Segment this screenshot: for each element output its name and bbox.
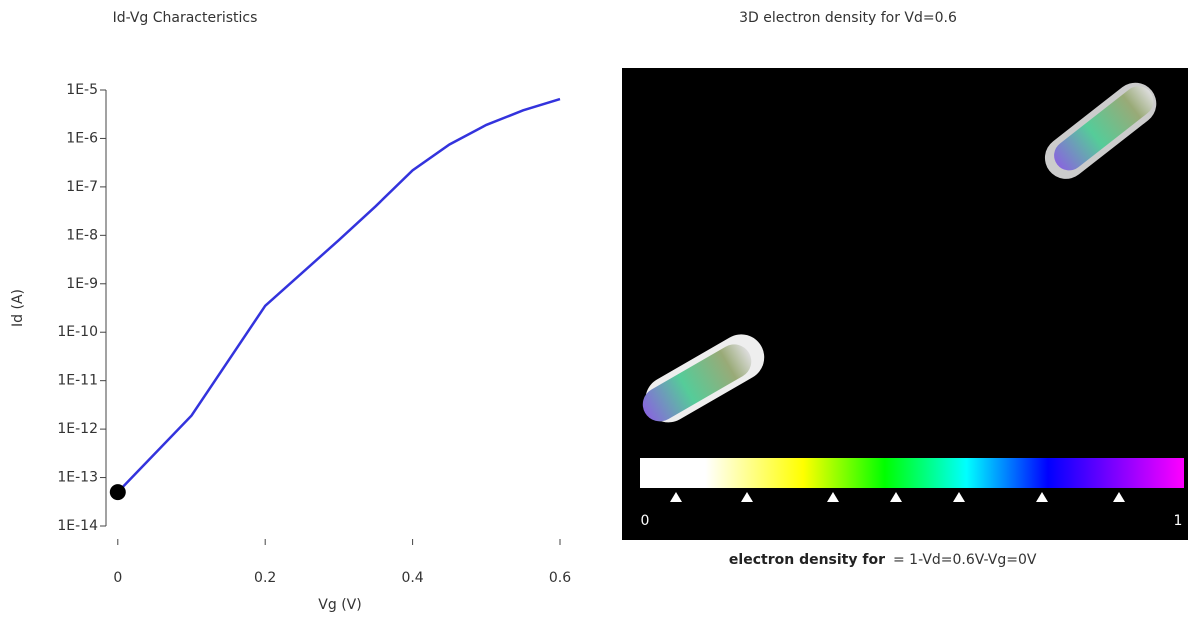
x-tick-label: 0 [113,570,122,586]
y-tick-label: 1E-9 [66,276,98,292]
panel-title: 3D electron density for Vd=0.6 [739,10,957,26]
data-line [116,97,561,494]
y-tick-label: 1E-14 [57,518,98,534]
operating-point [109,484,126,501]
y-tick-label: 1E-11 [57,373,98,389]
density-blob [1044,82,1157,179]
x-axis-label: Vg (V) [318,597,361,613]
caption-bold: electron density for [729,552,885,568]
y-tick-label: 1E-5 [66,82,98,98]
caption: = 1-Vd=0.6V-Vg=0V [893,552,1037,568]
colorbar-markers [670,492,1125,502]
y-tick-label: 1E-10 [57,324,98,340]
y-tick-label: 1E-7 [66,179,98,195]
y-tick-label: 1E-12 [57,421,98,437]
y-tick-label: 1E-8 [66,227,98,243]
colorbar-max: 1 [1174,513,1183,529]
density-blob [642,334,765,423]
y-tick-label: 1E-6 [66,130,98,146]
y-tick-label: 1E-13 [57,470,98,486]
x-tick-label: 0.4 [401,570,423,586]
y-axis-label: Id (A) [10,289,26,327]
colorbar-min: 0 [641,513,650,529]
x-tick-label: 0.6 [549,570,571,586]
colorbar [640,458,1184,488]
x-tick-label: 0.2 [254,570,276,586]
chart-title: Id-Vg Characteristics [113,10,258,26]
